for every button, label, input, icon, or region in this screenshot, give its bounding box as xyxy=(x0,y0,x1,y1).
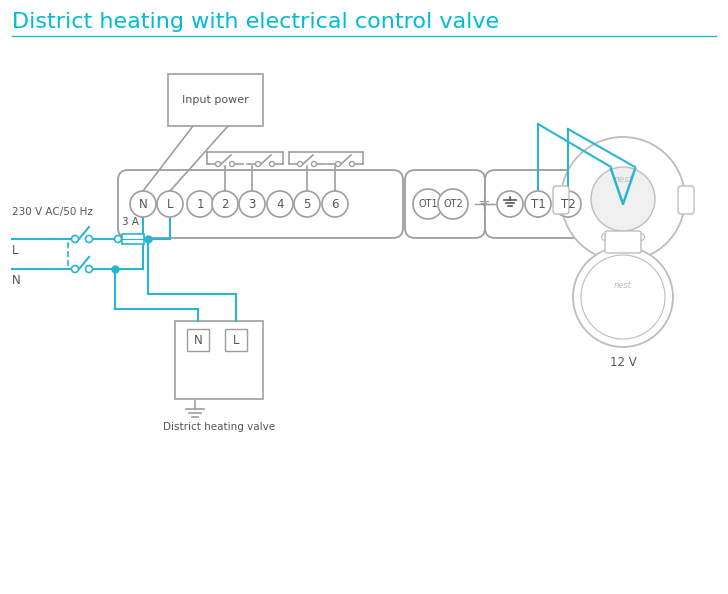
Circle shape xyxy=(256,162,261,166)
FancyBboxPatch shape xyxy=(168,74,263,126)
Circle shape xyxy=(229,162,234,166)
Circle shape xyxy=(71,235,79,242)
Circle shape xyxy=(212,191,238,217)
Circle shape xyxy=(294,191,320,217)
Circle shape xyxy=(413,189,443,219)
Text: 5: 5 xyxy=(304,197,311,210)
Text: N: N xyxy=(194,333,202,346)
FancyBboxPatch shape xyxy=(175,321,263,399)
FancyBboxPatch shape xyxy=(225,329,247,351)
Text: 12 V: 12 V xyxy=(609,355,636,368)
Circle shape xyxy=(157,191,183,217)
Text: nest: nest xyxy=(613,175,633,184)
Circle shape xyxy=(269,162,274,166)
Circle shape xyxy=(267,191,293,217)
Circle shape xyxy=(349,162,355,166)
Circle shape xyxy=(497,191,523,217)
FancyBboxPatch shape xyxy=(553,186,569,214)
Text: N: N xyxy=(138,197,147,210)
FancyBboxPatch shape xyxy=(405,170,485,238)
Circle shape xyxy=(85,235,92,242)
Text: District heating valve: District heating valve xyxy=(163,422,275,432)
Circle shape xyxy=(114,235,122,242)
Text: OT2: OT2 xyxy=(443,199,463,209)
FancyBboxPatch shape xyxy=(118,170,403,238)
Circle shape xyxy=(312,162,317,166)
Text: OT1: OT1 xyxy=(418,199,438,209)
Text: 2: 2 xyxy=(221,197,229,210)
Circle shape xyxy=(187,191,213,217)
Circle shape xyxy=(85,266,92,273)
Text: L: L xyxy=(233,333,240,346)
FancyBboxPatch shape xyxy=(122,234,144,244)
Text: 230 V AC/50 Hz: 230 V AC/50 Hz xyxy=(12,207,93,217)
Circle shape xyxy=(573,247,673,347)
Circle shape xyxy=(130,191,156,217)
Circle shape xyxy=(561,137,685,261)
Circle shape xyxy=(322,191,348,217)
Circle shape xyxy=(215,162,221,166)
FancyBboxPatch shape xyxy=(187,329,209,351)
Text: District heating with electrical control valve: District heating with electrical control… xyxy=(12,12,499,32)
Text: T1: T1 xyxy=(531,197,545,210)
Text: L: L xyxy=(12,244,18,257)
Circle shape xyxy=(336,162,341,166)
Circle shape xyxy=(601,233,609,241)
Circle shape xyxy=(581,255,665,339)
Circle shape xyxy=(525,191,551,217)
FancyBboxPatch shape xyxy=(485,170,635,238)
Circle shape xyxy=(591,167,655,231)
Circle shape xyxy=(438,189,468,219)
FancyBboxPatch shape xyxy=(678,186,694,214)
Circle shape xyxy=(71,266,79,273)
Text: 1: 1 xyxy=(197,197,204,210)
Text: N: N xyxy=(12,273,21,286)
Text: Input power: Input power xyxy=(182,95,249,105)
Text: nest: nest xyxy=(614,280,632,289)
Text: T2: T2 xyxy=(561,197,575,210)
Circle shape xyxy=(239,191,265,217)
Circle shape xyxy=(298,162,303,166)
Circle shape xyxy=(638,233,644,241)
Circle shape xyxy=(555,191,581,217)
Text: 3 A: 3 A xyxy=(122,217,140,227)
FancyBboxPatch shape xyxy=(605,231,641,253)
Text: L: L xyxy=(167,197,173,210)
Text: 4: 4 xyxy=(276,197,284,210)
Text: 6: 6 xyxy=(331,197,339,210)
Text: 3: 3 xyxy=(248,197,256,210)
